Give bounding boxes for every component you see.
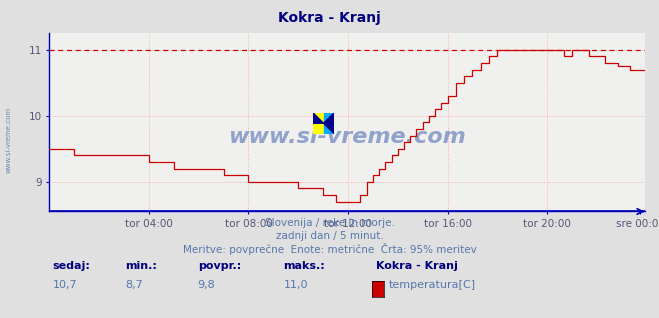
Text: Kokra - Kranj: Kokra - Kranj: [376, 261, 457, 271]
Text: Meritve: povprečne  Enote: metrične  Črta: 95% meritev: Meritve: povprečne Enote: metrične Črta:…: [183, 243, 476, 255]
Text: www.si-vreme.com: www.si-vreme.com: [5, 107, 12, 173]
Text: Kokra - Kranj: Kokra - Kranj: [278, 11, 381, 25]
Text: 9,8: 9,8: [198, 280, 215, 290]
Text: min.:: min.:: [125, 261, 157, 271]
Text: zadnji dan / 5 minut.: zadnji dan / 5 minut.: [275, 231, 384, 240]
Text: povpr.:: povpr.:: [198, 261, 241, 271]
Text: www.si-vreme.com: www.si-vreme.com: [228, 127, 466, 147]
Bar: [324, 113, 334, 134]
Text: sedaj:: sedaj:: [53, 261, 90, 271]
Text: temperatura[C]: temperatura[C]: [389, 280, 476, 290]
Polygon shape: [313, 113, 324, 123]
Polygon shape: [324, 113, 334, 134]
Text: 10,7: 10,7: [53, 280, 77, 290]
Text: maks.:: maks.:: [283, 261, 325, 271]
Text: Slovenija / reke in morje.: Slovenija / reke in morje.: [264, 218, 395, 228]
Bar: [313, 113, 324, 134]
Text: 8,7: 8,7: [125, 280, 143, 290]
Text: 11,0: 11,0: [283, 280, 308, 290]
